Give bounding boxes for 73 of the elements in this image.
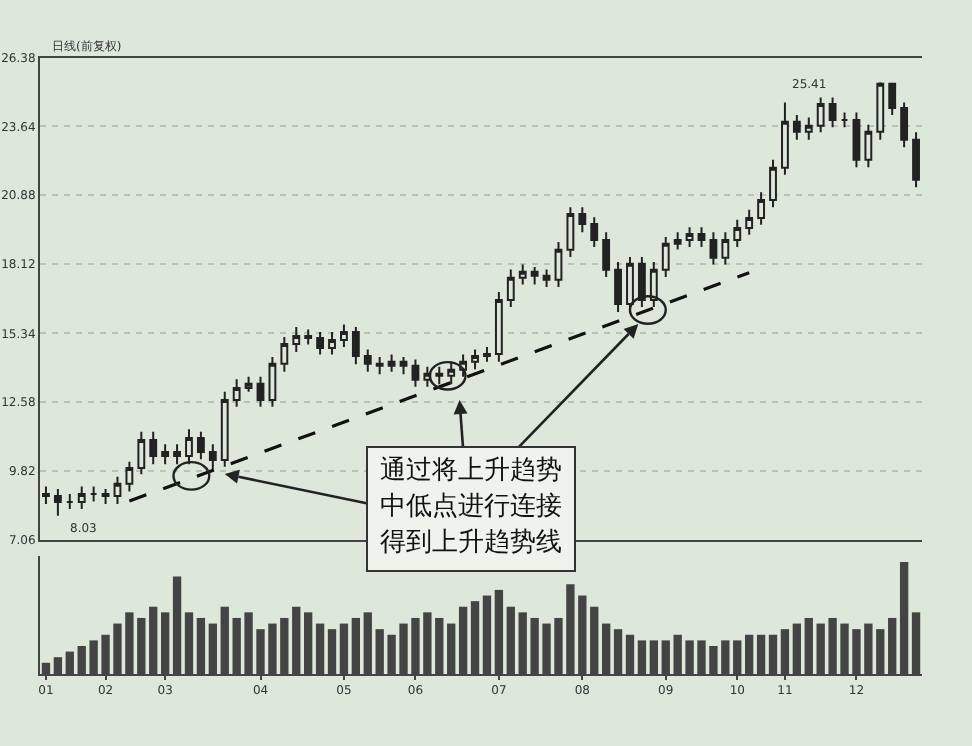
candlestick xyxy=(757,191,766,226)
candlestick xyxy=(387,353,396,373)
candlestick xyxy=(745,208,754,236)
candlestick xyxy=(864,123,873,169)
candlestick xyxy=(471,348,479,371)
candlestick xyxy=(840,111,849,129)
candlestick xyxy=(304,328,313,346)
candlestick xyxy=(280,335,289,373)
candlestick xyxy=(637,256,646,308)
candlestick xyxy=(816,96,825,134)
candlestick xyxy=(244,375,253,393)
candlestick xyxy=(781,101,789,176)
candlestick xyxy=(101,488,110,506)
candlestick xyxy=(208,443,217,471)
candlestick xyxy=(852,111,861,169)
candlestick xyxy=(649,261,658,308)
candlestick xyxy=(673,231,682,251)
candlestick xyxy=(256,375,265,408)
candlestick xyxy=(268,355,277,408)
candlestick xyxy=(363,348,372,373)
candlestick xyxy=(792,113,801,141)
candlestick xyxy=(125,460,134,493)
candlestick xyxy=(185,428,193,466)
candlestick xyxy=(518,263,527,286)
candlestick xyxy=(483,345,491,363)
candlestick xyxy=(828,96,837,129)
candlestick xyxy=(590,216,599,249)
candlestick xyxy=(661,236,670,279)
candlestick xyxy=(733,218,742,249)
candlestick xyxy=(530,266,539,286)
candlestick xyxy=(435,365,444,386)
candlestick xyxy=(614,261,622,313)
candlestick xyxy=(65,493,74,511)
candlestick xyxy=(77,485,86,511)
candlestick xyxy=(340,323,348,348)
candlestick xyxy=(220,390,229,468)
candlestick xyxy=(149,430,158,466)
candlestick xyxy=(709,231,718,266)
candlestick xyxy=(900,101,909,149)
candlestick xyxy=(196,430,205,461)
candlestick xyxy=(42,485,50,506)
candlestick xyxy=(554,241,563,289)
candlestick xyxy=(292,325,301,353)
candlestick xyxy=(697,226,706,249)
candlestick xyxy=(721,231,730,266)
candlestick xyxy=(411,358,420,388)
annotation: 通过将上升趋势中低点进行连接得到上升趋势线 xyxy=(366,446,576,572)
candlestick xyxy=(351,325,360,366)
candlestick xyxy=(328,330,336,356)
candlestick xyxy=(769,158,777,209)
candlestick xyxy=(804,116,813,141)
candlestick xyxy=(566,206,575,259)
candlestick xyxy=(506,268,515,308)
candlestick xyxy=(316,330,325,356)
candlestick xyxy=(423,365,432,388)
candlestick xyxy=(912,131,920,189)
candlestick xyxy=(542,268,551,289)
candlestick xyxy=(685,226,694,249)
candlestick xyxy=(113,475,122,506)
candlestick xyxy=(89,485,98,503)
candlestick xyxy=(447,360,456,386)
candlestick xyxy=(494,291,503,363)
candlestick xyxy=(173,443,181,466)
candlestick xyxy=(137,430,146,476)
candlestick xyxy=(232,378,241,408)
candlestick xyxy=(161,443,170,466)
candlestick xyxy=(888,81,897,116)
candlestick xyxy=(53,488,62,517)
candlestick xyxy=(876,81,885,141)
candlestick xyxy=(375,355,384,376)
candlestick xyxy=(578,206,587,234)
candlestick xyxy=(399,355,408,376)
candlestick xyxy=(602,231,611,279)
